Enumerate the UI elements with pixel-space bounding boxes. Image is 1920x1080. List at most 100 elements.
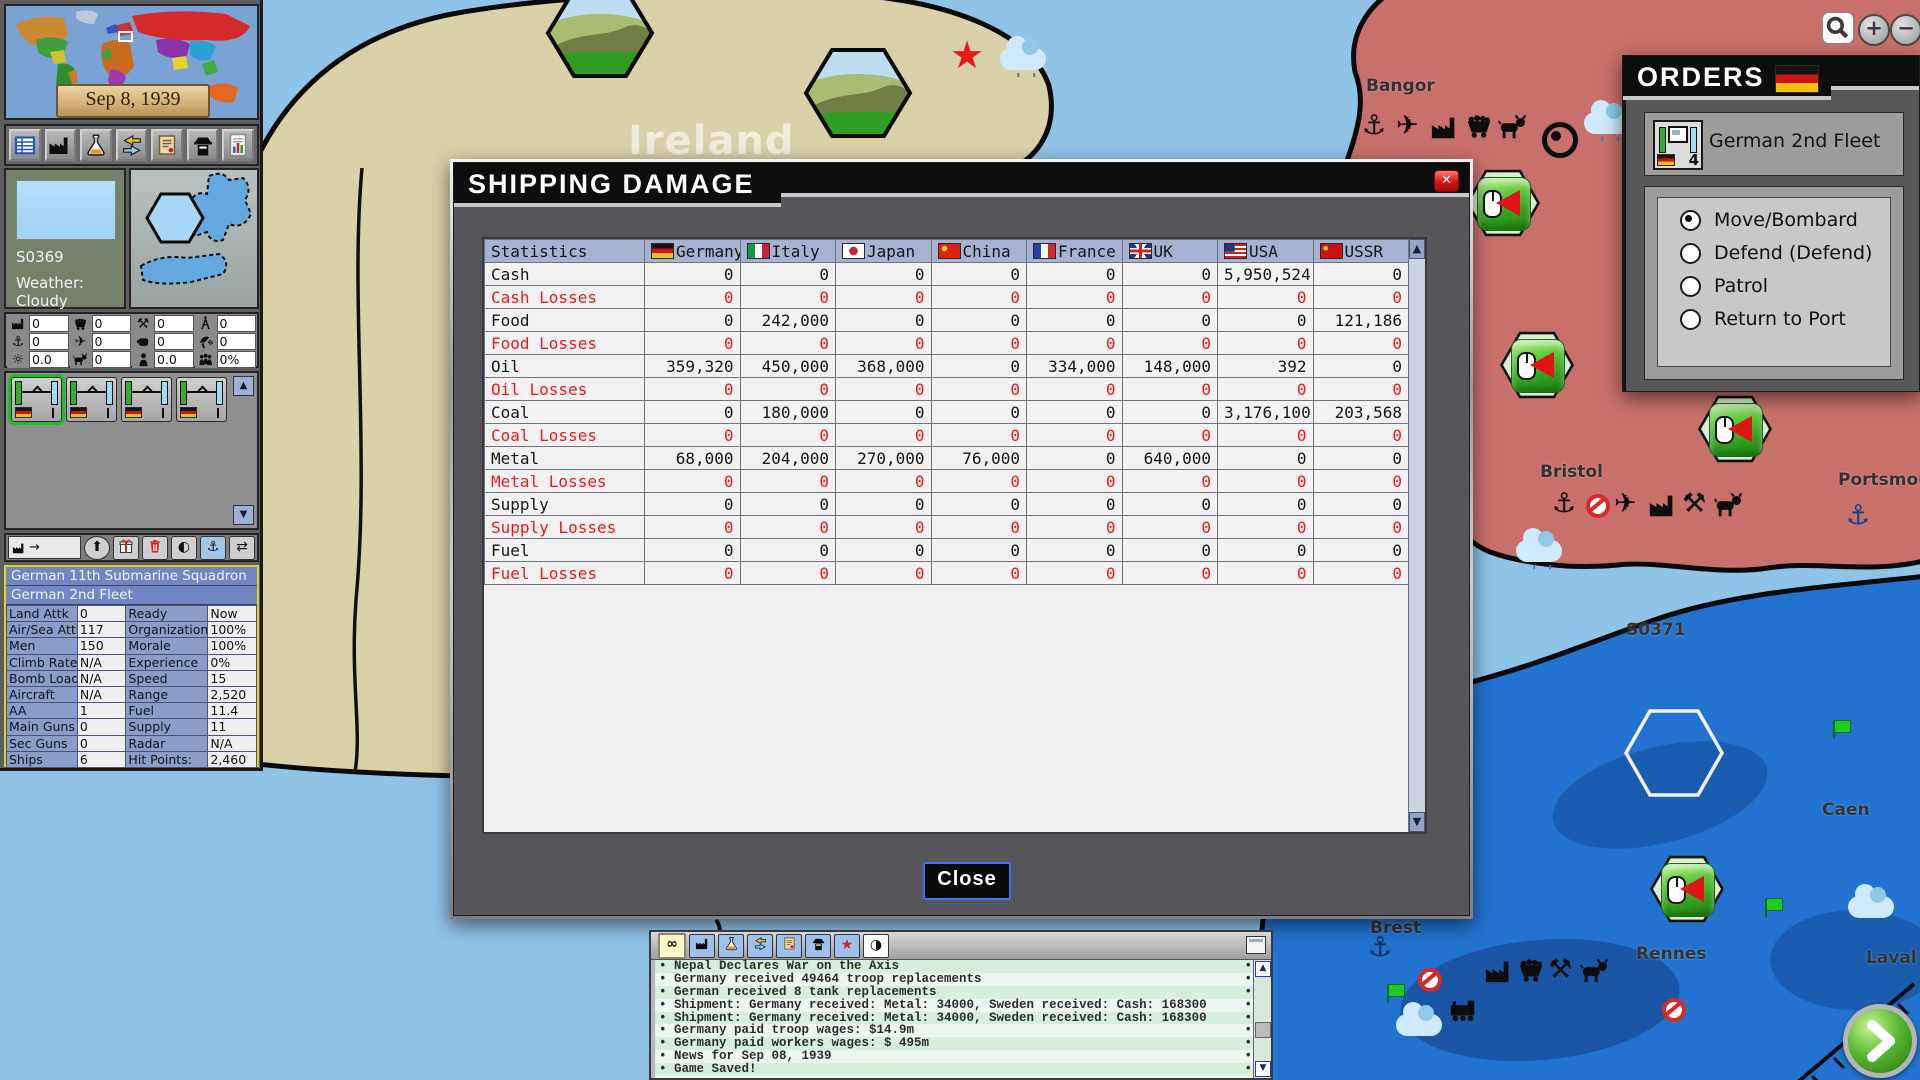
cell-value: 0 xyxy=(1026,377,1123,401)
log-message: • Nepal Declares War on the Axis xyxy=(655,960,1254,973)
disband-button[interactable] xyxy=(142,535,168,560)
anchor-icon: ⚓ xyxy=(1368,932,1393,963)
flag-marker-icon xyxy=(1833,720,1851,739)
selected-unit-box[interactable]: 4 German 2nd Fleet xyxy=(1644,112,1904,176)
unit-counter[interactable] xyxy=(176,377,227,422)
trade-button[interactable] xyxy=(115,129,148,161)
stat-label: Air/Sea Attk xyxy=(6,621,78,639)
unit-action-hex-button[interactable] xyxy=(1698,392,1772,466)
research-button[interactable] xyxy=(80,129,112,161)
cell-value: 0 xyxy=(739,331,836,355)
map-label-bangor: Bangor xyxy=(1366,76,1435,96)
cell-value: 0 xyxy=(930,285,1027,309)
cell-value: 0 xyxy=(1026,469,1123,493)
row-label: Coal xyxy=(484,400,645,424)
production-button[interactable] xyxy=(44,129,77,161)
radio-icon[interactable] xyxy=(1680,242,1701,264)
cell-value: 0 xyxy=(835,492,932,516)
map-label-rennes: Rennes xyxy=(1636,944,1707,964)
filter-trade-button[interactable] xyxy=(747,933,773,958)
order-option-patrol[interactable]: Patrol xyxy=(1680,275,1890,297)
statistics-button[interactable] xyxy=(222,129,255,161)
transfer-button[interactable]: ⇄ xyxy=(229,535,255,560)
order-option-label: Patrol xyxy=(1714,275,1768,297)
scroll-down-button[interactable]: ▼ xyxy=(1255,1061,1271,1077)
unit-counter[interactable] xyxy=(8,374,65,425)
row-label: Supply Losses xyxy=(484,515,645,539)
scroll-up-button[interactable]: ▲ xyxy=(1409,239,1425,259)
end-turn-button[interactable] xyxy=(1843,1004,1917,1078)
filter-combat-button[interactable]: ★ xyxy=(834,933,860,958)
treaty-button[interactable] xyxy=(151,129,183,161)
reports-button[interactable] xyxy=(9,129,41,161)
stat-label: Morale xyxy=(125,637,209,655)
stat-value: 0% xyxy=(207,653,257,671)
scroll-thumb[interactable] xyxy=(1255,1022,1271,1038)
radio-icon[interactable] xyxy=(1680,209,1701,231)
log-scrollbar[interactable]: ▲ ▼ xyxy=(1253,960,1271,1078)
port-anchor-icon: ⚓ xyxy=(1846,500,1871,531)
scroll-up-button[interactable]: ▲ xyxy=(233,376,254,396)
order-option-label: Move/Bombard xyxy=(1714,209,1858,231)
popout-icon[interactable] xyxy=(1246,936,1266,954)
anchor-button[interactable]: ⚓ xyxy=(200,535,226,560)
cow-icon xyxy=(70,352,92,368)
scroll-down-button[interactable]: ▼ xyxy=(1409,812,1425,832)
resource-cell: ✈ 0 xyxy=(69,333,131,350)
cell-value: 0 xyxy=(930,377,1027,401)
upgrade-button[interactable]: ⬆ xyxy=(84,535,110,560)
unit-action-hex-button[interactable] xyxy=(1466,166,1540,240)
terrain-preview xyxy=(129,168,259,309)
date-banner: Sep 8, 1939 xyxy=(56,84,210,118)
cell-value: 0 xyxy=(930,492,1027,516)
filter-research-button[interactable] xyxy=(718,933,744,958)
gift-button[interactable] xyxy=(113,535,139,560)
cell-value: 121,186 xyxy=(1312,308,1409,332)
filter-production-button[interactable] xyxy=(689,933,715,958)
espionage-button[interactable] xyxy=(186,129,219,161)
filter-contrast-button[interactable]: ◑ xyxy=(863,933,889,958)
unit-counter[interactable] xyxy=(121,377,172,422)
close-icon[interactable]: ✕ xyxy=(1434,170,1459,192)
column-header-ussr: USSR xyxy=(1312,239,1409,263)
unit-action-hex-button[interactable] xyxy=(1500,328,1574,402)
cell-value: 0 xyxy=(930,308,1027,332)
cell-value: 0 xyxy=(739,423,836,447)
zoom-in-button[interactable]: + xyxy=(1858,14,1890,46)
radio-icon[interactable] xyxy=(1680,308,1701,330)
table-scrollbar[interactable]: ▲ ▼ xyxy=(1408,239,1425,832)
scroll-up-button[interactable]: ▲ xyxy=(1255,961,1271,977)
filter-population-button[interactable] xyxy=(805,933,831,958)
cell-value: 0 xyxy=(1312,331,1409,355)
order-option-move-bombard[interactable]: Move/Bombard xyxy=(1680,209,1890,231)
contrast-button[interactable]: ◐ xyxy=(171,535,197,560)
order-option-defend-defend-[interactable]: Defend (Defend) xyxy=(1680,242,1890,264)
cell-value: 0 xyxy=(835,331,932,355)
order-option-return-to-port[interactable]: Return to Port xyxy=(1680,308,1890,330)
column-header-china: China xyxy=(930,239,1027,263)
close-button[interactable]: Close xyxy=(923,862,1011,900)
cell-value: 0 xyxy=(1312,262,1409,286)
unit-action-hex-button[interactable] xyxy=(1650,852,1724,926)
cell-value: 0 xyxy=(739,469,836,493)
cell-value: 0 xyxy=(1121,492,1218,516)
filter-all-button[interactable]: ∞ xyxy=(658,932,686,959)
orders-options-list: Move/Bombard Defend (Defend) Patrol Return … xyxy=(1657,197,1891,367)
cell-value: 0 xyxy=(644,515,741,539)
stat-value: 100% xyxy=(207,621,257,639)
filter-diplomacy-button[interactable] xyxy=(776,933,802,958)
stat-value: 117 xyxy=(76,621,127,639)
cell-value: 0 xyxy=(739,515,836,539)
production-field[interactable]: → xyxy=(8,536,81,559)
cell-value: 0 xyxy=(1312,538,1409,562)
scroll-down-button[interactable]: ▼ xyxy=(233,505,254,525)
search-button[interactable] xyxy=(1822,12,1854,44)
unit-stat-row: Men 150 Morale 100% xyxy=(6,637,257,655)
radio-icon[interactable] xyxy=(1680,275,1701,297)
unit-counter[interactable] xyxy=(66,377,117,422)
unit-stat-row: Bomb Load N/A Speed 15 xyxy=(6,669,257,687)
log-message-list[interactable]: • Nepal Declares War on the Axis• German… xyxy=(655,960,1254,1078)
log-message: • News for Sep 08, 1939 xyxy=(655,1050,1254,1063)
main-toolbar xyxy=(4,124,259,166)
zoom-out-button[interactable]: − xyxy=(1890,14,1920,46)
